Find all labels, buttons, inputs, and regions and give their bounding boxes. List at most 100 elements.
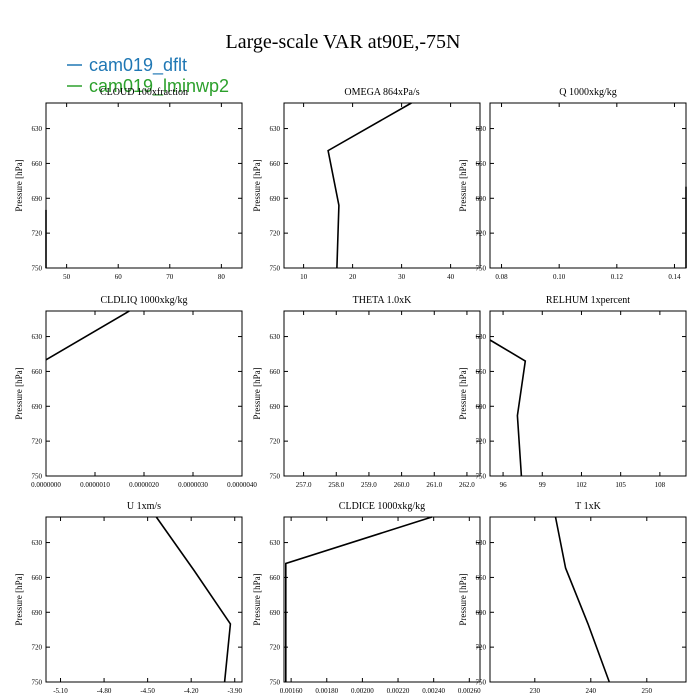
x-tick-label: -4.50 [140,687,155,695]
plot-frame [283,102,481,269]
y-tick-label: 720 [32,644,43,652]
panel-title: T 1xK [575,501,601,512]
x-tick-label: 70 [166,273,174,281]
y-axis-label: Pressure [hPa] [458,159,468,211]
panel-title: CLDLIQ 1000xkg/kg [101,295,188,306]
y-tick-label: 720 [476,644,487,652]
y-tick-label: 660 [270,368,281,376]
y-axis-label: Pressure [hPa] [252,573,262,625]
y-tick-label: 690 [270,195,281,203]
y-tick-label: 690 [270,609,281,617]
x-tick-label: 0.00260 [458,687,481,695]
y-tick-label: 630 [476,333,487,341]
y-tick-label: 750 [32,473,43,481]
profile-line [554,516,611,683]
x-tick-label: 0.00220 [387,687,410,695]
y-tick-label: 720 [32,230,43,238]
x-tick-label: 0.0000020 [129,481,159,489]
profile-line [327,102,412,269]
panel-title: CLOUD 100xfraction [100,87,188,98]
y-tick-label: 750 [476,473,487,481]
y-tick-label: 750 [32,679,43,687]
x-tick-label: 0.00160 [280,687,303,695]
x-tick-label: 0.12 [611,273,624,281]
plot-frame [489,102,687,269]
x-tick-label: 258.0 [328,481,344,489]
y-axis-label: Pressure [hPa] [252,367,262,419]
plot-frame [283,516,481,683]
x-tick-label: 259.0 [361,481,377,489]
y-tick-label: 660 [32,574,43,582]
y-tick-label: 750 [476,265,487,273]
x-tick-label: 80 [218,273,226,281]
x-tick-label: 108 [655,481,666,489]
x-tick-label: 60 [115,273,123,281]
plot-frame [489,516,687,683]
x-tick-label: 0.0000030 [178,481,208,489]
panel-4: THETA 1.0xK Pressure [hPa] 630 660 690 720 750… [252,295,481,489]
profile-line [45,310,130,361]
panel-1: OMEGA 864xPa/s Pressure [hPa] 630 660 690 720… [252,87,481,281]
panel-7: CLDICE 1000xkg/kg Pressure [hPa] 630 660 690… [252,501,481,695]
x-tick-label: 50 [63,273,71,281]
y-axis-label: Pressure [hPa] [14,367,24,419]
profile-line [284,516,433,682]
y-tick-label: 660 [32,160,43,168]
panel-2: Q 1000xkg/kg Pressure [hPa] 630 660 690 720 75… [458,87,687,281]
x-tick-label: -4.20 [184,687,199,695]
x-tick-label: 0.0000000 [31,481,61,489]
panel-title: THETA 1.0xK [353,295,412,306]
y-tick-label: 660 [476,368,487,376]
x-tick-label: 0.10 [553,273,566,281]
panel-title: OMEGA 864xPa/s [344,87,419,98]
x-tick-label: 105 [615,481,626,489]
y-tick-label: 690 [476,195,487,203]
panel-8: T 1xK Pressure [hPa] 630 660 690 720 750 230 240… [458,501,687,695]
y-axis-label: Pressure [hPa] [458,573,468,625]
y-tick-label: 630 [32,125,43,133]
y-tick-label: 750 [476,679,487,687]
legend: cam019_dflt cam019_lminwp2 [67,55,229,97]
y-tick-label: 630 [476,125,487,133]
x-tick-label: -4.80 [97,687,112,695]
y-tick-label: 750 [32,265,43,273]
plot-frame [45,516,243,683]
y-tick-label: 690 [476,609,487,617]
y-tick-label: 720 [476,230,487,238]
y-tick-label: 660 [32,368,43,376]
plot-frame [489,310,687,477]
plot-frame [45,102,243,269]
y-tick-label: 660 [476,160,487,168]
x-tick-label: 10 [300,273,308,281]
x-tick-label: 0.14 [668,273,681,281]
x-tick-label: 0.00240 [422,687,445,695]
x-tick-label: 40 [447,273,455,281]
legend-label-lminwp2: cam019_lminwp2 [89,76,229,97]
x-tick-label: 240 [586,687,597,695]
plot-frame [45,310,243,477]
y-tick-label: 720 [270,230,281,238]
legend-label-dflt: cam019_dflt [89,55,187,76]
y-tick-label: 630 [270,125,281,133]
y-tick-label: 720 [32,438,43,446]
y-tick-label: 750 [270,473,281,481]
y-axis-label: Pressure [hPa] [458,367,468,419]
y-tick-label: 690 [476,403,487,411]
y-tick-label: 720 [476,438,487,446]
x-tick-label: 261.0 [426,481,442,489]
x-tick-label: 0.00180 [315,687,338,695]
y-tick-label: 630 [270,333,281,341]
y-axis-label: Pressure [hPa] [14,573,24,625]
y-tick-label: 720 [270,644,281,652]
x-tick-label: -5.10 [53,687,68,695]
x-tick-label: 99 [539,481,547,489]
y-tick-label: 750 [270,265,281,273]
x-tick-label: 20 [349,273,357,281]
x-tick-label: 96 [500,481,508,489]
x-tick-label: 0.0000010 [80,481,110,489]
y-axis-label: Pressure [hPa] [14,159,24,211]
plot-frame [283,310,481,477]
x-tick-label: 260.0 [394,481,410,489]
y-tick-label: 660 [270,160,281,168]
x-tick-label: 230 [530,687,541,695]
